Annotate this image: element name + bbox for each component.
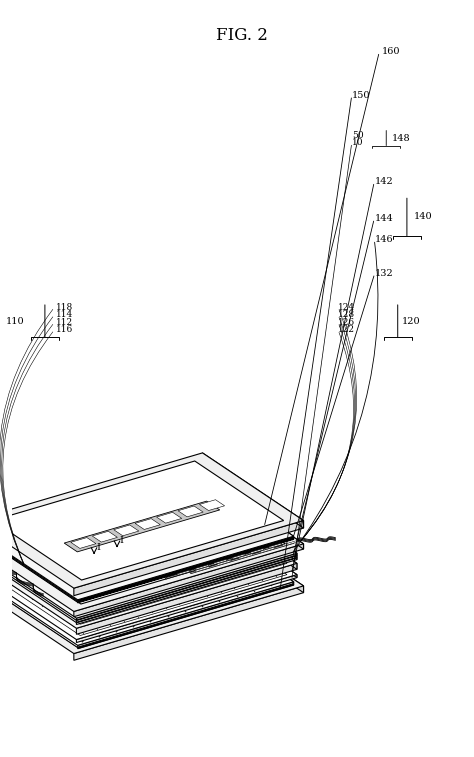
Text: 124: 124 xyxy=(338,303,355,312)
Polygon shape xyxy=(199,521,293,585)
Text: FIG. 2: FIG. 2 xyxy=(216,26,267,44)
Text: 144: 144 xyxy=(375,214,393,223)
Text: 140: 140 xyxy=(414,213,432,222)
Polygon shape xyxy=(114,525,139,536)
Polygon shape xyxy=(269,543,282,548)
Polygon shape xyxy=(191,542,294,574)
Polygon shape xyxy=(239,553,253,559)
Polygon shape xyxy=(0,484,285,604)
Text: 128: 128 xyxy=(338,310,355,319)
Polygon shape xyxy=(178,506,203,517)
Polygon shape xyxy=(0,491,297,621)
Polygon shape xyxy=(166,544,281,579)
Polygon shape xyxy=(283,540,296,547)
Polygon shape xyxy=(177,570,190,575)
Polygon shape xyxy=(76,563,297,634)
Polygon shape xyxy=(78,582,293,647)
Text: 118: 118 xyxy=(55,303,73,312)
Polygon shape xyxy=(200,493,297,559)
Text: 148: 148 xyxy=(392,133,411,142)
Polygon shape xyxy=(76,558,297,625)
Text: 132: 132 xyxy=(375,269,393,278)
Polygon shape xyxy=(261,547,274,553)
Text: 146: 146 xyxy=(375,235,393,244)
Polygon shape xyxy=(217,560,231,565)
Text: 126: 126 xyxy=(338,318,355,326)
Polygon shape xyxy=(0,472,293,600)
Polygon shape xyxy=(64,501,220,552)
Polygon shape xyxy=(71,537,96,548)
Polygon shape xyxy=(200,500,225,510)
Polygon shape xyxy=(76,575,297,643)
Polygon shape xyxy=(78,584,293,649)
Polygon shape xyxy=(200,498,297,569)
Text: 112: 112 xyxy=(55,318,73,326)
Polygon shape xyxy=(0,475,293,602)
Polygon shape xyxy=(76,556,297,622)
Polygon shape xyxy=(199,475,293,539)
Polygon shape xyxy=(74,521,303,596)
Polygon shape xyxy=(0,473,293,600)
Polygon shape xyxy=(0,488,297,618)
Polygon shape xyxy=(214,559,227,565)
Polygon shape xyxy=(0,476,303,612)
Text: 150: 150 xyxy=(352,91,370,100)
Polygon shape xyxy=(232,554,245,559)
Polygon shape xyxy=(199,475,293,538)
Polygon shape xyxy=(78,536,293,600)
Polygon shape xyxy=(0,475,293,603)
Text: 10: 10 xyxy=(352,138,363,147)
Text: 122: 122 xyxy=(338,326,355,334)
Text: 160: 160 xyxy=(382,47,400,56)
Polygon shape xyxy=(200,491,297,557)
Polygon shape xyxy=(0,519,293,645)
Polygon shape xyxy=(0,498,297,628)
Polygon shape xyxy=(0,493,297,623)
Polygon shape xyxy=(196,565,208,570)
Text: 120: 120 xyxy=(402,316,421,326)
Polygon shape xyxy=(200,509,297,578)
Text: 110: 110 xyxy=(6,316,25,326)
Polygon shape xyxy=(0,461,284,580)
Polygon shape xyxy=(0,509,297,640)
Text: 116: 116 xyxy=(55,326,73,334)
Polygon shape xyxy=(76,553,297,620)
Polygon shape xyxy=(74,544,303,617)
Polygon shape xyxy=(202,476,303,549)
Polygon shape xyxy=(0,521,293,647)
Polygon shape xyxy=(74,586,303,660)
Polygon shape xyxy=(92,531,118,542)
Polygon shape xyxy=(202,453,303,528)
Polygon shape xyxy=(135,519,160,529)
Polygon shape xyxy=(156,512,182,523)
Polygon shape xyxy=(200,488,297,555)
Text: 142: 142 xyxy=(375,177,393,186)
Polygon shape xyxy=(78,537,293,601)
Polygon shape xyxy=(0,519,303,653)
Polygon shape xyxy=(195,566,209,572)
Polygon shape xyxy=(251,549,264,553)
Text: 50: 50 xyxy=(352,130,364,139)
Polygon shape xyxy=(199,473,293,537)
Polygon shape xyxy=(0,453,303,588)
Polygon shape xyxy=(199,519,293,584)
Polygon shape xyxy=(78,538,293,602)
Polygon shape xyxy=(78,539,293,603)
Text: I: I xyxy=(119,536,123,545)
Polygon shape xyxy=(0,524,290,648)
Text: 114: 114 xyxy=(55,310,73,319)
Polygon shape xyxy=(199,472,293,537)
Text: I: I xyxy=(96,543,100,552)
Polygon shape xyxy=(202,519,303,593)
